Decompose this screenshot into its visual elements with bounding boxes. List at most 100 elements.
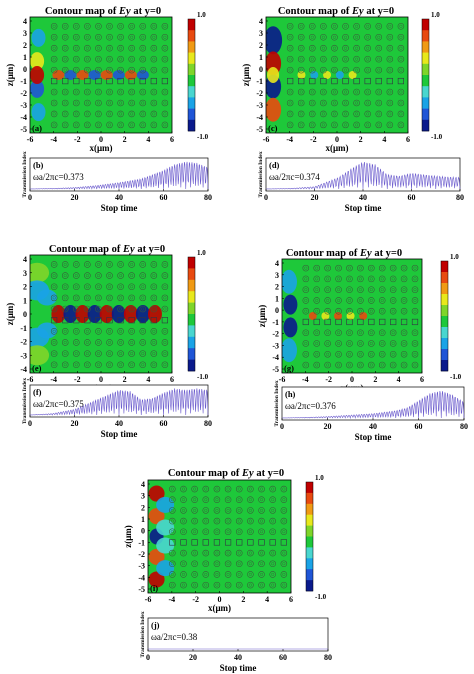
crystal-rod-core [215,487,219,491]
crystal-rod-core [119,68,123,72]
panel-title: Contour map of Ey at y=0 [286,248,402,259]
crystal-rod-core [141,307,145,311]
crystal-rod-core [248,583,252,587]
crystal-rod-core [152,262,156,266]
colorbar-step [306,482,313,494]
crystal-rod-core [326,309,330,313]
crystal-rod-core [358,266,362,270]
waveguide-square [84,77,91,85]
waveguide-square [106,317,113,324]
z-tick-label: -3 [20,351,27,360]
crystal-rod [61,55,69,63]
waveguide-square [150,317,157,324]
crystal-rod-core [402,309,406,313]
crystal-rod [346,307,353,315]
transmission-plot: (h) ωa/2πc=0.376 Transmission Index 0 20 40 60… [274,380,468,442]
z-tick-label: 3 [259,29,263,38]
crystal-rod [161,44,169,52]
crystal-rod [375,121,383,129]
crystal-rod-core [380,298,384,302]
crystal-rod [139,23,147,30]
crystal-rod [389,286,397,293]
crystal-rod [73,110,80,118]
crystal-rod-core [119,340,123,344]
crystal-rod-core [119,363,123,367]
crystal-rod-core [344,35,348,39]
crystal-rod-core [299,35,303,39]
crystal-rod [331,121,338,129]
map-label: (a) [32,123,42,133]
field-hotspot [88,70,101,80]
crystal-rod [309,110,316,118]
crystal-rod [128,33,135,41]
field-hotspot [282,269,297,294]
crystal-rod-core [152,90,156,94]
crystal-rod [331,99,338,107]
crystal-rod-core [380,352,384,356]
crystal-rod [346,340,353,347]
crystal-rod-core [321,90,325,94]
crystal-rod-core [119,57,123,61]
crystal-rod-core [347,331,351,335]
crystal-rod [320,66,327,74]
crystal-rod-core [366,68,370,72]
crystal-rod-core [63,262,67,266]
panel-title: Contour map of Ey at y=0 [168,468,284,479]
colorbar-step [188,291,195,303]
waveguide-square [62,77,69,85]
crystal-rod [73,99,80,107]
colorbar-step [188,52,195,65]
crystal-rod [389,307,397,315]
z-tick-label: -2 [20,338,27,347]
z-tick-label: 3 [275,271,279,280]
crystal-rod [331,66,338,74]
crystal-rod-core [52,262,56,266]
crystal-rod-core [304,352,308,356]
crystal-rod [169,507,176,514]
crystal-rod [324,275,331,283]
field-hotspot [37,322,58,339]
crystal-rod-core [141,352,145,356]
crystal-rod [324,340,331,347]
crystal-rod-core [271,583,275,587]
crystal-rod-core [369,363,373,367]
crystal-rod [117,328,124,335]
crystal-rod [180,517,187,525]
crystal-rod-core [108,329,112,333]
stop-tick-label: 80 [456,193,464,202]
crystal-rod [397,121,405,129]
crystal-rod [73,272,80,279]
crystal-rod [378,297,386,304]
z-tick-label: -3 [272,341,279,350]
crystal-rod [313,350,320,358]
crystal-rod-core [96,296,100,300]
crystal-rod [161,110,169,118]
crystal-rod-core [355,123,359,127]
crystal-rod-core [204,498,208,502]
crystal-rod [397,44,405,52]
crystal-rod-core [119,90,123,94]
crystal-rod [73,361,80,369]
crystal-rod [297,99,305,107]
crystal-rod [346,275,353,283]
crystal-rod [364,88,371,96]
z-tick-label: 3 [141,492,145,501]
stop-tick-label: 40 [359,193,367,202]
z-tick-label: 3 [23,29,27,38]
crystal-rod [61,294,69,302]
crystal-rod [400,264,408,272]
crystal-rod [95,283,102,291]
crystal-rod-core [337,309,341,313]
crystal-rod-core [63,363,67,367]
crystal-rod-core [310,123,314,127]
crystal-rod [128,99,135,107]
z-tick-label: 2 [275,283,279,292]
crystal-rod [161,121,169,129]
crystal-rod-core [85,57,89,61]
waveguide-square [280,539,287,546]
crystal-rod [400,340,408,347]
crystal-rod [73,283,80,291]
z-tick-label: 4 [275,259,279,268]
waveguide-square [224,539,232,546]
waveguide-square [150,77,157,85]
